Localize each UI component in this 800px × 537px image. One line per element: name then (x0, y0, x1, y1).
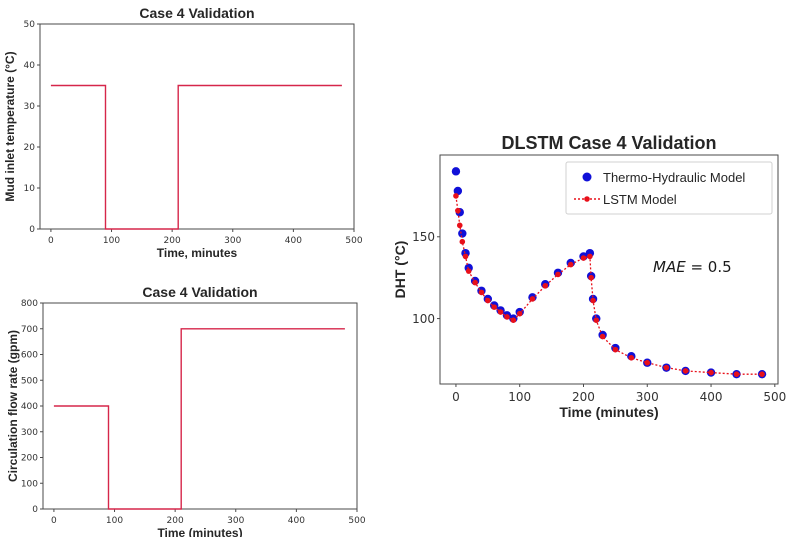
x-tick-label: 100 (508, 390, 531, 404)
lstm-point (759, 371, 765, 377)
lstm-point (682, 368, 689, 374)
lstm-line (455, 195, 763, 375)
lstm-point (510, 317, 517, 324)
lstm-point (504, 314, 510, 320)
x-tick-label: 300 (224, 236, 241, 246)
x-axis-label: Time (minutes) (157, 526, 242, 537)
y-tick-label: 150 (412, 230, 435, 244)
lstm-point (663, 364, 670, 371)
x-tick-label: 500 (348, 516, 365, 526)
y-tick-label: 800 (21, 299, 38, 309)
lstm-point (567, 261, 574, 268)
lstm-point (491, 304, 498, 310)
y-axis-label: Mud inlet temperature (°C) (3, 51, 17, 201)
y-tick-label: 600 (21, 351, 38, 361)
lstm-point (455, 207, 461, 214)
y-tick-label: 400 (21, 402, 38, 412)
lstm-point (456, 222, 463, 229)
plot-frame (439, 154, 779, 385)
chart-title: Case 4 Validation (142, 284, 257, 300)
x-tick-label: 500 (345, 236, 362, 246)
y-tick-label: 50 (24, 20, 36, 30)
lstm-point (580, 255, 587, 261)
y-tick-label: 300 (21, 428, 38, 438)
y-tick-label: 100 (412, 312, 435, 326)
x-axis-label: Time, minutes (157, 246, 238, 260)
lstm-point (628, 355, 635, 361)
y-tick-label: 100 (21, 479, 38, 489)
x-tick-label: 100 (103, 236, 120, 246)
chart-top-left: Case 4 Validation 0 100 200 300 400 500 0 10 20 30… (3, 5, 363, 260)
chart-bottom-left: Case 4 Validation 0 100 200 300 400 500 0 100 200… (6, 284, 366, 537)
lstm-point (459, 238, 466, 245)
x-tick-label: 400 (285, 236, 302, 246)
y-tick-label: 0 (29, 225, 35, 235)
x-tick-label: 500 (763, 390, 786, 404)
x-tick-label: 200 (164, 236, 181, 246)
mae-annotation: MAE = 0.5 (653, 258, 732, 276)
lstm-point (542, 283, 549, 289)
lstm-point (708, 369, 714, 376)
y-tick-label: 10 (24, 184, 36, 194)
legend: Thermo-Hydraulic Model LSTM Model (565, 161, 773, 215)
y-tick-label: 40 (24, 61, 36, 71)
thermo-hydraulic-point (458, 229, 467, 238)
legend-box (565, 161, 773, 215)
legend-marker-lstm (584, 196, 590, 202)
y-axis-label: Circulation flow rate (gpm) (6, 330, 20, 482)
lstm-point (587, 253, 593, 260)
chart-title: DLSTM Case 4 Validation (501, 133, 716, 153)
x-tick-label: 200 (167, 516, 184, 526)
y-tick-label: 200 (21, 454, 38, 464)
lstm-point (516, 310, 523, 317)
x-tick-label: 0 (48, 236, 54, 246)
lstm-point (612, 346, 619, 353)
y-tick-label: 30 (24, 102, 36, 112)
chart-right: DLSTM Case 4 Validation 0 100 200 300 400 500 1… (392, 133, 786, 420)
x-axis-label: Time (minutes) (559, 404, 658, 420)
lstm-point (472, 279, 478, 286)
thermo-hydraulic-point (451, 167, 461, 176)
lstm-point (462, 253, 469, 260)
legend-label-lstm: LSTM Model (603, 192, 677, 207)
lstm-point (529, 296, 536, 302)
thermo-hydraulic-point (453, 186, 463, 196)
legend-label-thermo: Thermo-Hydraulic Model (603, 170, 745, 185)
mae-value: = 0.5 (686, 258, 732, 276)
lstm-point (485, 297, 491, 304)
series-line (50, 84, 342, 230)
lstm-point (497, 309, 504, 315)
y-tick-label: 20 (24, 143, 36, 153)
lstm-point (555, 271, 561, 278)
x-tick-label: 0 (452, 390, 460, 404)
y-tick-label: 0 (32, 505, 38, 515)
x-tick-label: 300 (636, 390, 659, 404)
x-tick-label: 0 (51, 516, 57, 526)
x-tick-label: 300 (227, 516, 244, 526)
lstm-point (453, 193, 459, 199)
lstm-point (733, 371, 740, 377)
x-tick-label: 100 (106, 516, 123, 526)
chart-title: Case 4 Validation (139, 5, 254, 21)
lstm-point (478, 289, 485, 296)
y-axis-label: DHT (°C) (392, 241, 408, 299)
lstm-point (599, 333, 606, 340)
x-tick-label: 400 (288, 516, 305, 526)
lstm-point (644, 359, 651, 366)
lstm-point (590, 297, 596, 304)
lstm-point (588, 274, 594, 281)
x-tick-label: 400 (700, 390, 723, 404)
lstm-point (465, 268, 472, 274)
mae-symbol: MAE (653, 258, 686, 276)
x-tick-label: 200 (572, 390, 595, 404)
y-tick-label: 700 (21, 325, 38, 335)
y-tick-label: 500 (21, 376, 38, 386)
legend-marker-thermo (582, 172, 592, 182)
lstm-point (593, 317, 600, 324)
plot-frame (39, 23, 355, 230)
series-line (53, 328, 345, 510)
